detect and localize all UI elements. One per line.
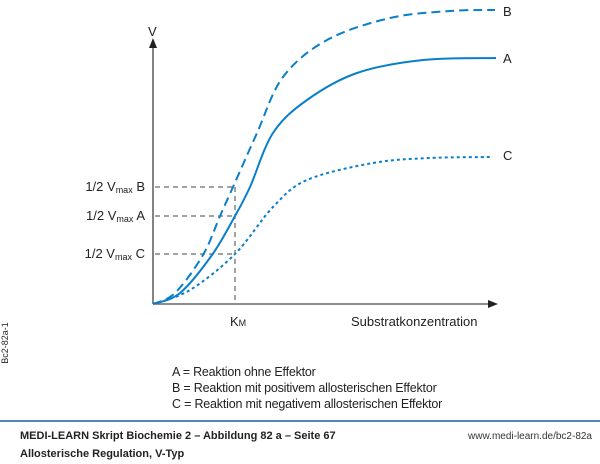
curve-label-b: B bbox=[503, 4, 512, 19]
footer-source: MEDI-LEARN Skript Biochemie 2 – Abbildun… bbox=[20, 430, 336, 442]
footer-url[interactable]: www.medi-learn.de/bc2-82a bbox=[468, 431, 592, 442]
legend-c: C = Reaktion mit negativem allosterische… bbox=[172, 397, 443, 411]
x-axis-label: Substratkonzentration bbox=[351, 314, 478, 329]
km-label: KM bbox=[230, 314, 247, 329]
side-code: Bc2-82a-1 bbox=[0, 322, 10, 364]
footer-title: Allosterische Regulation, V-Typ bbox=[20, 448, 185, 460]
curve-label-c: C bbox=[503, 148, 513, 163]
curve-label-a: A bbox=[503, 51, 512, 66]
x-axis-arrow-icon bbox=[488, 300, 498, 308]
half-vmax-a-label: 1/2 Vmax A bbox=[86, 208, 145, 224]
half-vmax-b-label: 1/2 Vmax B bbox=[85, 179, 145, 195]
legend-b: B = Reaktion mit positivem allosterische… bbox=[172, 381, 437, 395]
y-axis-label: V bbox=[148, 24, 157, 39]
curve-a bbox=[152, 57, 497, 305]
curve-c bbox=[152, 156, 493, 305]
legend-a: A = Reaktion ohne Effektor bbox=[172, 365, 316, 379]
curve-b bbox=[152, 9, 496, 305]
y-axis-arrow-icon bbox=[149, 38, 157, 48]
half-vmax-c-label: 1/2 Vmax C bbox=[84, 246, 145, 262]
